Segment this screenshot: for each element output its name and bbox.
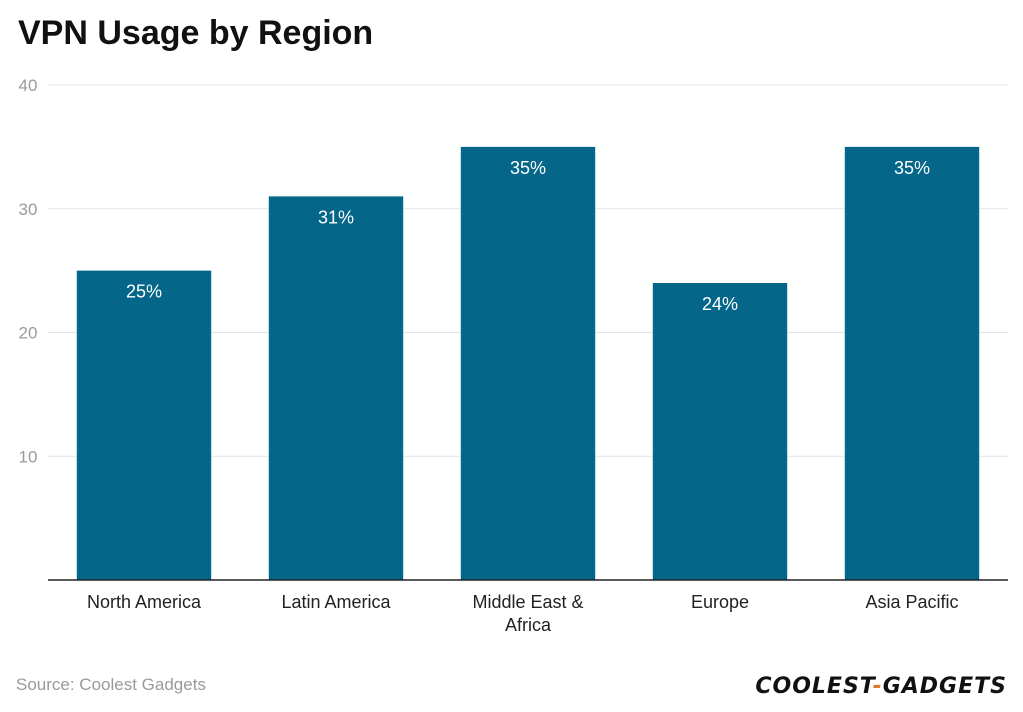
x-tick-label-line: Africa — [505, 615, 552, 635]
chart-title: VPN Usage by Region — [18, 14, 374, 52]
x-tick-label: Middle East & Africa — [472, 592, 583, 635]
source-note: Source: Coolest Gadgets — [16, 675, 206, 694]
data-label: 35% — [894, 158, 930, 178]
bar — [652, 283, 788, 580]
x-tick-label-line: North America — [87, 592, 202, 612]
y-tick-label: 40 — [19, 76, 38, 95]
x-tick-label-line: Latin America — [281, 592, 391, 612]
bar — [460, 146, 596, 580]
coolest-gadgets-logo: COOLEST-GADGETS — [755, 674, 1007, 699]
y-tick-label: 10 — [19, 447, 38, 466]
bar — [268, 196, 404, 580]
data-label: 31% — [318, 207, 354, 227]
data-label: 24% — [702, 294, 738, 314]
logo-separator: - — [872, 674, 883, 699]
x-tick-label: North America — [87, 592, 202, 612]
y-tick-label: 30 — [19, 200, 38, 219]
x-tick-label: Latin America — [281, 592, 391, 612]
x-tick-label-line: Middle East & — [472, 592, 583, 612]
y-tick-label: 20 — [19, 324, 38, 343]
x-tick-label-line: Europe — [691, 592, 749, 612]
data-label: 35% — [510, 158, 546, 178]
x-tick-label-line: Asia Pacific — [865, 592, 958, 612]
bar — [844, 146, 980, 580]
logo-part2: GADGETS — [882, 674, 1007, 699]
bar — [76, 270, 212, 580]
logo-part1: COOLEST — [755, 674, 873, 699]
data-label: 25% — [126, 282, 162, 302]
x-tick-label: Asia Pacific — [865, 592, 958, 612]
x-tick-label: Europe — [691, 592, 749, 612]
